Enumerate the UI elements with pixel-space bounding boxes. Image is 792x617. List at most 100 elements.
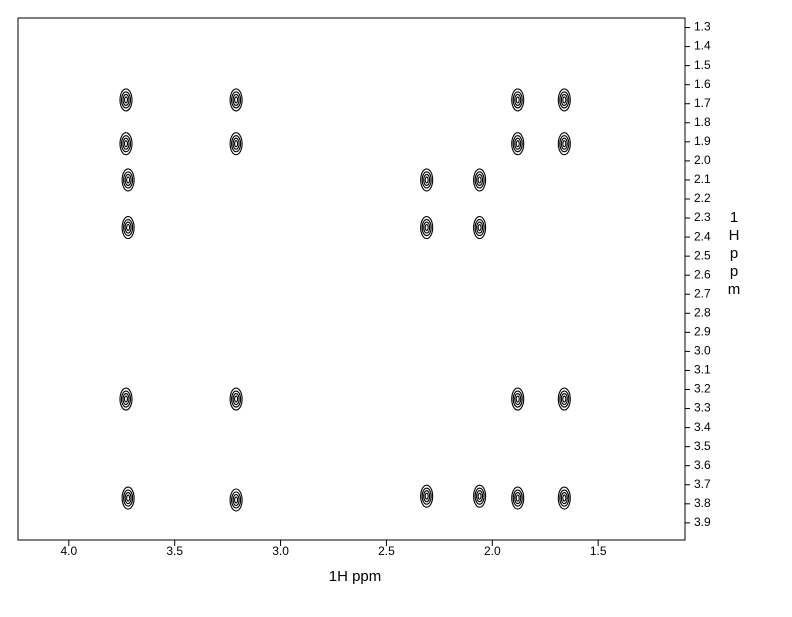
- cross-peak: [511, 387, 525, 411]
- contour: [124, 221, 132, 234]
- contour: [424, 176, 429, 184]
- contour: [124, 492, 132, 505]
- contour: [424, 492, 429, 500]
- plot-frame: [17, 17, 686, 541]
- contour: [126, 176, 131, 184]
- contour: [421, 487, 432, 505]
- contour: [512, 91, 523, 109]
- contour: [234, 395, 239, 403]
- contour: [511, 132, 525, 156]
- x-axis-title: 1H ppm: [329, 568, 382, 585]
- contour: [120, 135, 132, 153]
- contour: [560, 392, 568, 406]
- contour: [562, 494, 567, 502]
- cross-peak: [119, 387, 133, 411]
- contour: [229, 387, 243, 411]
- y-tick-label: 3.4: [694, 420, 711, 434]
- contour: [474, 487, 485, 505]
- x-tick-label: 2.5: [378, 544, 395, 558]
- contour: [514, 137, 522, 150]
- cross-peak: [119, 88, 133, 112]
- y-tick-label: 2.3: [694, 210, 711, 224]
- y-tick-label: 2.6: [694, 267, 711, 281]
- cross-peak: [511, 486, 525, 510]
- contour: [512, 135, 523, 153]
- contour: [420, 484, 434, 508]
- contour: [560, 93, 568, 106]
- cross-peak: [557, 486, 571, 510]
- y-tick-label: 1.4: [694, 39, 711, 53]
- contour: [473, 484, 487, 508]
- contour: [473, 216, 487, 240]
- contour: [232, 493, 240, 507]
- cross-peak: [420, 216, 434, 240]
- y-tick-label: 3.6: [694, 458, 711, 472]
- contour: [123, 395, 129, 403]
- x-tick-label: 3.0: [272, 544, 289, 558]
- contour: [476, 490, 484, 503]
- contour: [123, 171, 134, 189]
- contour: [557, 387, 571, 411]
- contour: [511, 88, 525, 112]
- contour: [121, 216, 135, 240]
- y-tick-label: 2.7: [694, 286, 711, 300]
- contour: [122, 392, 130, 406]
- contour: [119, 387, 133, 411]
- y-tick-label: 2.0: [694, 153, 711, 167]
- y-axis-title: 1H ppm: [727, 209, 744, 298]
- y-tick-label: 3.7: [694, 477, 711, 491]
- contour: [557, 88, 571, 112]
- contour: [231, 135, 242, 153]
- contour: [511, 387, 525, 411]
- contour: [229, 488, 243, 512]
- contour: [121, 486, 135, 510]
- y-tick-label: 1.9: [694, 134, 711, 148]
- y-tick-label: 1.7: [694, 96, 711, 110]
- contour: [123, 96, 129, 104]
- contour: [474, 219, 485, 237]
- contour: [562, 140, 567, 148]
- x-tick-label: 2.0: [484, 544, 501, 558]
- contour: [234, 496, 239, 504]
- contour: [123, 489, 134, 507]
- contour: [512, 390, 523, 408]
- y-tick-label: 3.2: [694, 382, 711, 396]
- contour: [515, 96, 520, 104]
- contour: [423, 490, 431, 503]
- contour: [559, 91, 570, 109]
- y-tick-label: 3.1: [694, 363, 711, 377]
- cross-peak: [121, 216, 135, 240]
- contour: [126, 494, 131, 502]
- contour: [120, 390, 132, 408]
- contour: [123, 140, 129, 148]
- cross-peak: [119, 132, 133, 156]
- contour: [559, 489, 570, 507]
- contour: [477, 224, 482, 232]
- cross-peak: [511, 132, 525, 156]
- contour: [477, 492, 482, 500]
- contour: [232, 137, 240, 150]
- contour: [119, 88, 133, 112]
- contour: [557, 486, 571, 510]
- cross-peak: [229, 387, 243, 411]
- contour: [476, 173, 484, 186]
- y-tick-label: 2.1: [694, 172, 711, 186]
- cross-peak: [121, 486, 135, 510]
- cross-peak: [511, 88, 525, 112]
- contour: [514, 492, 522, 505]
- y-tick-label: 2.4: [694, 229, 711, 243]
- contour: [560, 137, 568, 150]
- y-tick-label: 1.6: [694, 77, 711, 91]
- contour: [234, 96, 239, 104]
- contour: [229, 88, 243, 112]
- contour: [515, 140, 520, 148]
- y-tick-label: 3.3: [694, 401, 711, 415]
- cross-peak: [557, 132, 571, 156]
- cross-peak: [121, 168, 135, 192]
- contour: [511, 486, 525, 510]
- cross-peak: [557, 387, 571, 411]
- y-tick-label: 2.5: [694, 248, 711, 262]
- y-tick-label: 2.2: [694, 191, 711, 205]
